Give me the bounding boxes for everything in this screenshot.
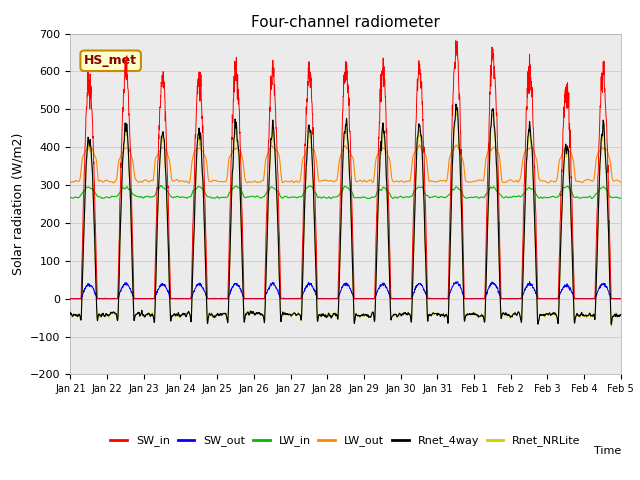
Title: Four-channel radiometer: Four-channel radiometer xyxy=(251,15,440,30)
Text: Time: Time xyxy=(593,446,621,456)
Y-axis label: Solar radiation (W/m2): Solar radiation (W/m2) xyxy=(12,133,24,275)
Legend: SW_in, SW_out, LW_in, LW_out, Rnet_4way, Rnet_NRLite: SW_in, SW_out, LW_in, LW_out, Rnet_4way,… xyxy=(106,431,586,451)
Text: HS_met: HS_met xyxy=(84,54,137,67)
